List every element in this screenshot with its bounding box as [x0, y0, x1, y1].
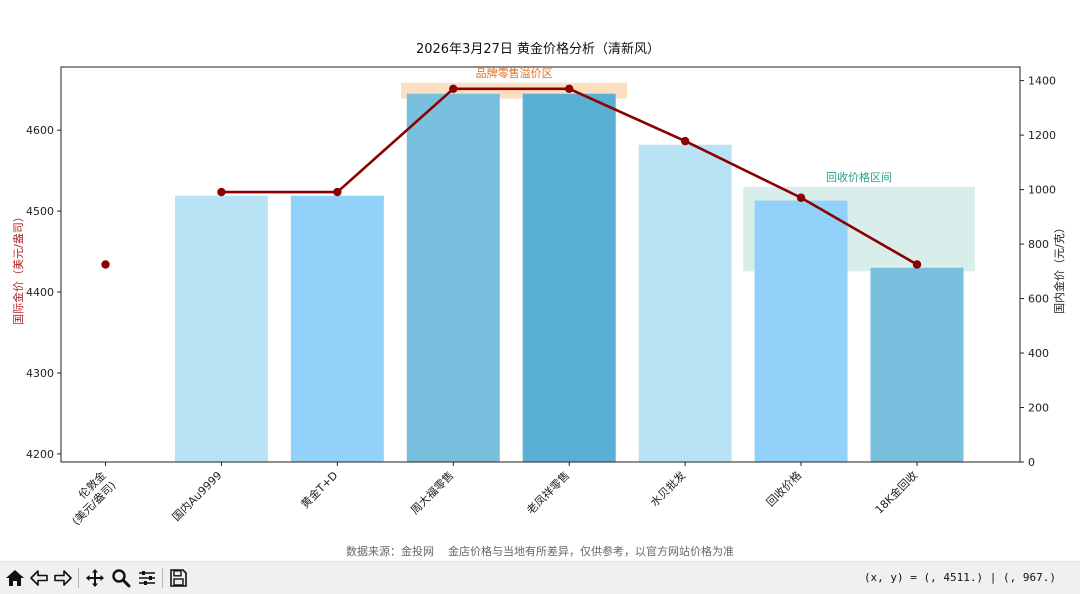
x-tick-label: 周大福零售 — [408, 468, 457, 517]
pan-icon[interactable] — [82, 565, 108, 591]
configure-icon[interactable] — [134, 565, 160, 591]
x-tick-label: 回收价格 — [763, 468, 804, 509]
line-point-6 — [796, 193, 806, 202]
right-axis-label: 国内金价（元/克） — [1052, 222, 1066, 314]
x-tick-label-line: 周大福零售 — [408, 468, 457, 517]
right-tick-label: 800 — [1028, 238, 1049, 251]
bar-5 — [638, 144, 732, 462]
toolbar-separator — [162, 568, 163, 588]
plot-frame — [60, 66, 1021, 463]
line-point-0 — [101, 260, 110, 269]
right-tick-label: 1400 — [1028, 75, 1056, 88]
right-tick-label: 0 — [1028, 456, 1035, 469]
x-tick-label-line: 水贝批发 — [647, 468, 688, 509]
bar-7 — [870, 267, 964, 462]
line-point-4 — [565, 84, 574, 93]
x-tick-label: 黄金T+D — [298, 468, 341, 511]
line-point-5 — [680, 136, 690, 146]
back-icon[interactable] — [26, 565, 52, 591]
x-tick-label: 伦敦金(美元/盎司) — [59, 468, 119, 528]
left-tick-label: 4600 — [26, 124, 54, 137]
annotation-label-1: 回收价格区间 — [826, 170, 892, 184]
save-icon[interactable] — [165, 565, 191, 591]
bar-6 — [754, 200, 848, 462]
line-point-3 — [449, 84, 458, 93]
left-tick-label: 4500 — [26, 205, 54, 218]
home-icon[interactable] — [2, 565, 28, 591]
left-axis-label: 国际金价（美元/盎司） — [11, 211, 25, 325]
toolbar: (x, y) = (, 4511.) | (, 967.) — [0, 561, 1080, 594]
line-layer — [101, 84, 922, 269]
right-tick-label: 400 — [1028, 347, 1049, 360]
bar-4 — [522, 93, 616, 463]
chart-title: 2026年3月27日 黄金价格分析（清新风） — [416, 41, 660, 57]
left-tick-label: 4200 — [26, 448, 54, 461]
left-axis: 4200 4300 4400 4500 4600 — [26, 124, 61, 461]
right-axis: 0 200 400 600 800 1000 1200 1400 — [1020, 75, 1056, 469]
right-tick-label: 600 — [1028, 293, 1049, 306]
zoom-icon[interactable] — [108, 565, 134, 591]
x-tick-label-line: 国内Au9999 — [169, 468, 225, 524]
footnote: 数据来源：金投网 金店价格与当地有所差异，仅供参考，以官方网站价格为准 — [346, 544, 734, 558]
x-tick-label-line: 回收价格 — [763, 468, 804, 509]
right-tick-label: 1000 — [1028, 184, 1056, 197]
annotation-label-0: 品牌零售溢价区 — [476, 66, 553, 80]
x-tick-label: 18K金回收 — [872, 468, 920, 516]
toolbar-separator — [78, 568, 79, 588]
left-tick-label: 4400 — [26, 286, 54, 299]
x-tick-label: 国内Au9999 — [169, 468, 225, 524]
x-tick-label-line: 黄金T+D — [298, 468, 341, 511]
right-tick-label: 200 — [1028, 402, 1049, 415]
bar-3 — [406, 93, 500, 463]
x-tick-label-line: 老凤祥零售 — [524, 468, 573, 517]
bar-1 — [174, 195, 268, 462]
x-axis: 伦敦金(美元/盎司) 国内Au9999 黄金T+D 周大福零售 老凤祥零售 水贝批发 回收价… — [59, 462, 920, 528]
right-tick-label: 1200 — [1028, 129, 1056, 142]
forward-icon[interactable] — [50, 565, 76, 591]
line-point-2 — [333, 187, 342, 197]
x-tick-label: 老凤祥零售 — [524, 468, 573, 517]
x-tick-label: 水贝批发 — [647, 468, 688, 509]
left-tick-label: 4300 — [26, 367, 54, 380]
coordinate-readout: (x, y) = (, 4511.) | (, 967.) — [863, 571, 1056, 584]
x-tick-label-line: 18K金回收 — [872, 468, 920, 516]
bar-2 — [290, 195, 384, 462]
line-point-7 — [912, 260, 922, 269]
bar-layer — [174, 93, 964, 463]
line-point-1 — [217, 187, 226, 197]
